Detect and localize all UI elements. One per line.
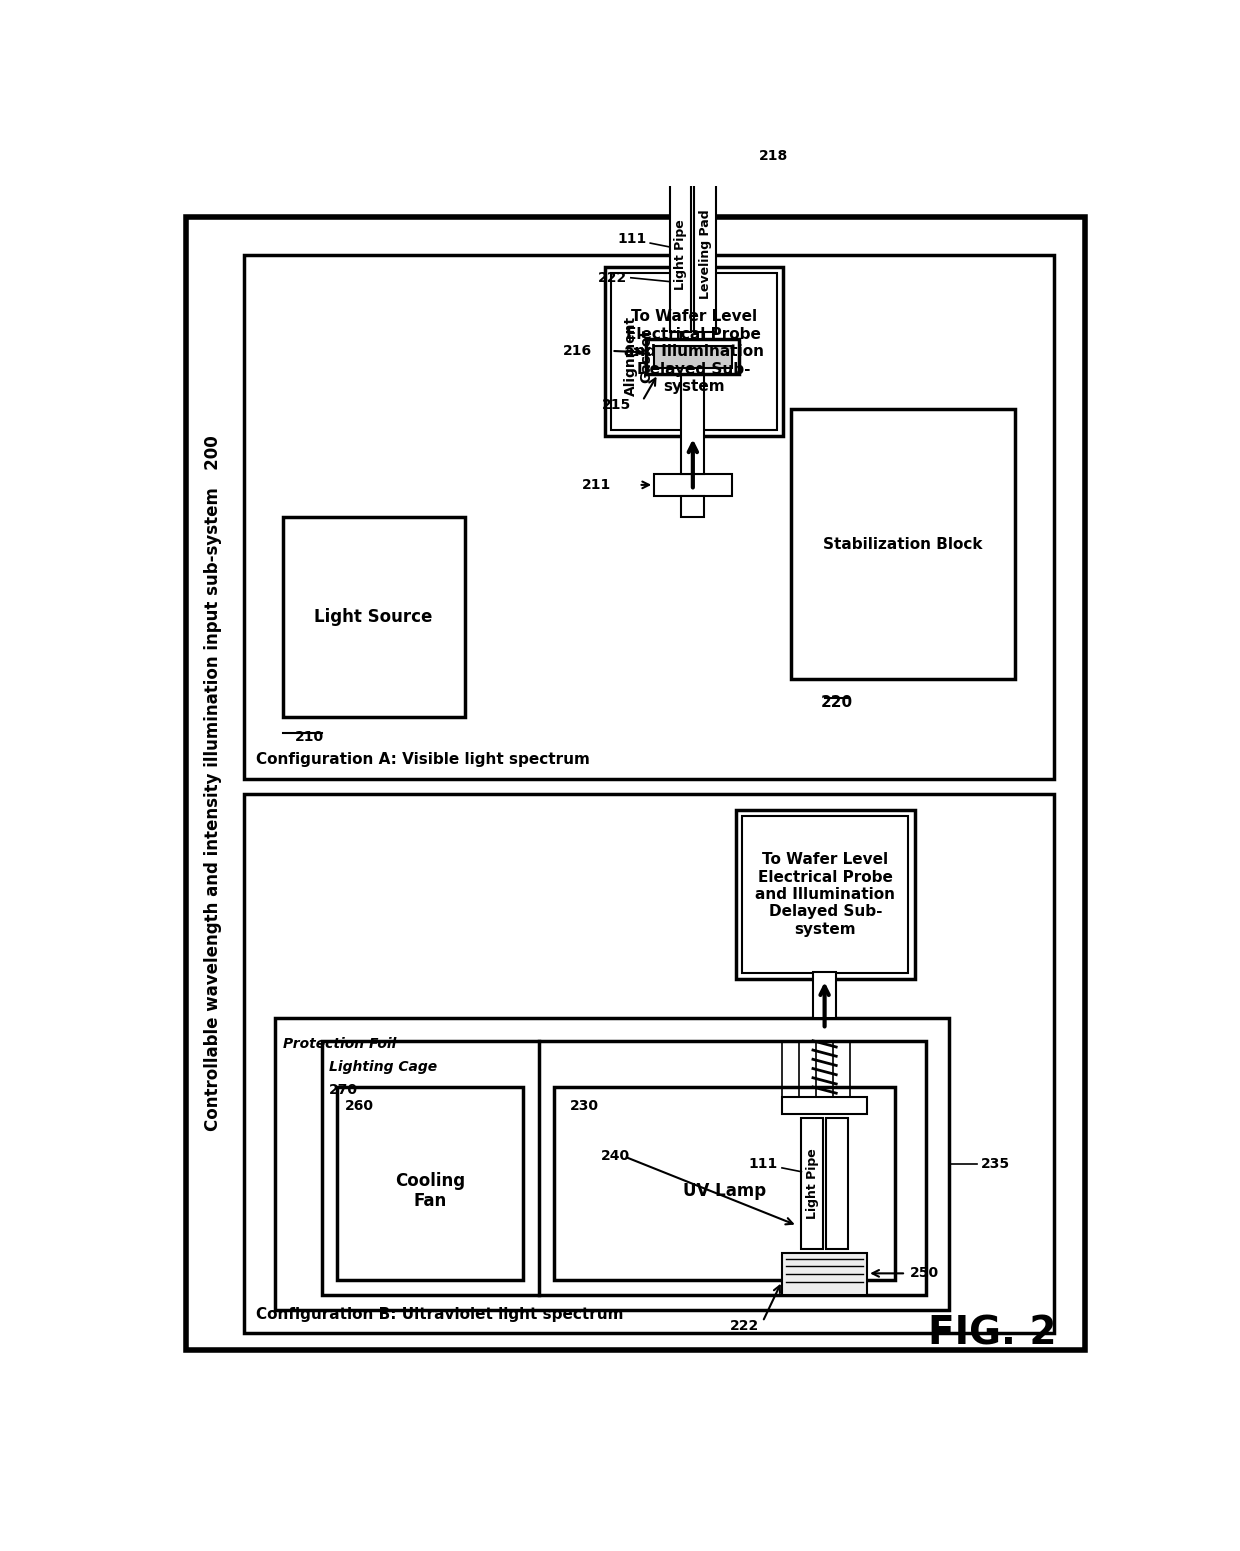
Text: Lighting Cage: Lighting Cage xyxy=(330,1059,438,1075)
Text: To Wafer Level
Electrical Probe
and Illumination
Delayed Sub-
system: To Wafer Level Electrical Probe and Illu… xyxy=(624,309,764,394)
Text: 218: 218 xyxy=(759,149,787,163)
Text: 111: 111 xyxy=(749,1157,779,1171)
Bar xyxy=(337,1087,523,1280)
Text: To Wafer Level
Electrical Probe
and Illumination
Delayed Sub-
system: To Wafer Level Electrical Probe and Illu… xyxy=(755,851,895,937)
Text: 111: 111 xyxy=(618,233,646,247)
Text: Configuration B: Ultraviolet light spectrum: Configuration B: Ultraviolet light spect… xyxy=(255,1307,624,1321)
Bar xyxy=(611,273,776,430)
Text: 250: 250 xyxy=(910,1266,939,1281)
Text: 240: 240 xyxy=(600,1149,630,1163)
Text: Cooling
Fan: Cooling Fan xyxy=(396,1171,465,1210)
Bar xyxy=(646,340,739,374)
Text: 230: 230 xyxy=(569,1098,599,1112)
Bar xyxy=(694,178,717,332)
Bar xyxy=(791,409,1016,679)
Bar xyxy=(283,516,465,718)
Text: 235: 235 xyxy=(981,1157,1009,1171)
Bar xyxy=(554,1087,895,1280)
Text: 210: 210 xyxy=(295,729,324,743)
Bar xyxy=(813,1014,836,1030)
Text: 216: 216 xyxy=(563,344,593,358)
Bar xyxy=(782,1097,867,1114)
Bar xyxy=(670,178,692,332)
Bar xyxy=(275,1017,950,1311)
Bar xyxy=(655,475,732,496)
Bar xyxy=(681,374,704,475)
Bar xyxy=(244,794,1054,1334)
Bar xyxy=(605,267,782,436)
Bar xyxy=(681,496,704,516)
Bar xyxy=(743,816,908,972)
Text: Light Pipe: Light Pipe xyxy=(806,1148,818,1219)
Bar xyxy=(826,1118,848,1249)
Text: 222: 222 xyxy=(598,271,627,285)
Text: Alignment
Gasket: Alignment Gasket xyxy=(624,316,653,397)
Text: 220: 220 xyxy=(821,695,853,709)
Bar xyxy=(813,971,836,1017)
Text: Light Source: Light Source xyxy=(315,608,433,627)
Bar xyxy=(801,1118,823,1249)
Text: Leveling Pad: Leveling Pad xyxy=(699,209,712,299)
Bar xyxy=(244,256,1054,779)
Text: 211: 211 xyxy=(583,478,611,492)
Bar xyxy=(681,110,704,157)
Bar xyxy=(737,810,915,979)
Text: Controllable wavelength and intensity illumination input sub-system   200: Controllable wavelength and intensity il… xyxy=(205,434,222,1131)
Text: 270: 270 xyxy=(330,1083,358,1097)
Text: 215: 215 xyxy=(601,397,631,413)
Bar xyxy=(650,157,735,178)
Text: 222: 222 xyxy=(729,1318,759,1332)
Text: Stabilization Block: Stabilization Block xyxy=(823,537,982,552)
Text: FIG. 2: FIG. 2 xyxy=(928,1314,1056,1352)
Text: Protection Foil: Protection Foil xyxy=(283,1038,397,1052)
Bar xyxy=(655,346,732,368)
Bar xyxy=(782,1253,867,1295)
Bar xyxy=(681,186,704,340)
Text: UV Lamp: UV Lamp xyxy=(683,1182,766,1200)
Bar xyxy=(321,1041,926,1295)
Text: Configuration A: Visible light spectrum: Configuration A: Visible light spectrum xyxy=(255,752,590,768)
Text: 260: 260 xyxy=(345,1098,374,1112)
Text: Light Pipe: Light Pipe xyxy=(675,219,687,290)
